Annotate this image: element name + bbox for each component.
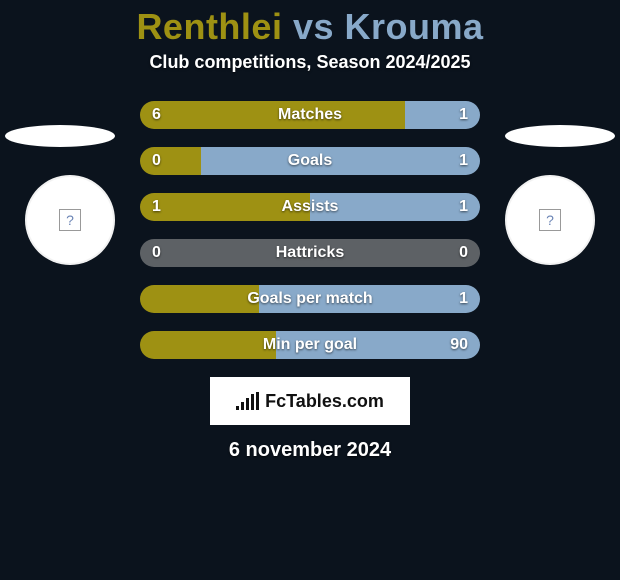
subtitle: Club competitions, Season 2024/2025 — [0, 52, 620, 73]
player2-name: Krouma — [345, 6, 484, 47]
stats-bar-chart: Matches61Goals01Assists11Hattricks00Goal… — [140, 101, 480, 359]
stat-fill-right — [259, 285, 480, 313]
stat-fill-left — [140, 239, 310, 267]
vs-text: vs — [293, 6, 334, 47]
stat-row: Goals01 — [140, 147, 480, 175]
stat-fill-right — [201, 147, 480, 175]
stat-row: Hattricks00 — [140, 239, 480, 267]
stat-fill-left — [140, 147, 201, 175]
stat-fill-right — [310, 193, 480, 221]
player1-photo-ellipse — [5, 125, 115, 147]
stat-value-left: 0 — [152, 239, 161, 267]
club-placeholder-icon: ? — [59, 209, 81, 231]
player2-photo-ellipse — [505, 125, 615, 147]
brand-signal-icon — [236, 392, 259, 410]
stat-value-right: 1 — [459, 101, 468, 129]
stat-value-left: 0 — [152, 147, 161, 175]
player2-club-badge: ? — [505, 175, 595, 265]
comparison-card: Renthlei vs Krouma Club competitions, Se… — [0, 0, 620, 580]
stat-value-right: 0 — [459, 239, 468, 267]
stat-fill-left — [140, 285, 259, 313]
stat-row: Matches61 — [140, 101, 480, 129]
brand-box: FcTables.com — [210, 377, 410, 425]
stat-fill-left — [140, 101, 405, 129]
stat-row: Assists11 — [140, 193, 480, 221]
stat-fill-left — [140, 193, 310, 221]
player1-club-badge: ? — [25, 175, 115, 265]
date-text: 6 november 2024 — [0, 439, 620, 462]
stat-value-left: 6 — [152, 101, 161, 129]
stat-value-right: 1 — [459, 147, 468, 175]
player1-name: Renthlei — [136, 6, 282, 47]
stat-value-right: 1 — [459, 285, 468, 313]
brand-text: FcTables.com — [265, 391, 384, 412]
page-title: Renthlei vs Krouma — [0, 6, 620, 48]
stat-fill-left — [140, 331, 276, 359]
stat-fill-right — [405, 101, 480, 129]
stat-value-right: 90 — [450, 331, 468, 359]
stat-value-left: 1 — [152, 193, 161, 221]
stat-value-right: 1 — [459, 193, 468, 221]
stat-row: Min per goal90 — [140, 331, 480, 359]
stat-fill-right — [310, 239, 480, 267]
stat-row: Goals per match1 — [140, 285, 480, 313]
club-placeholder-icon: ? — [539, 209, 561, 231]
